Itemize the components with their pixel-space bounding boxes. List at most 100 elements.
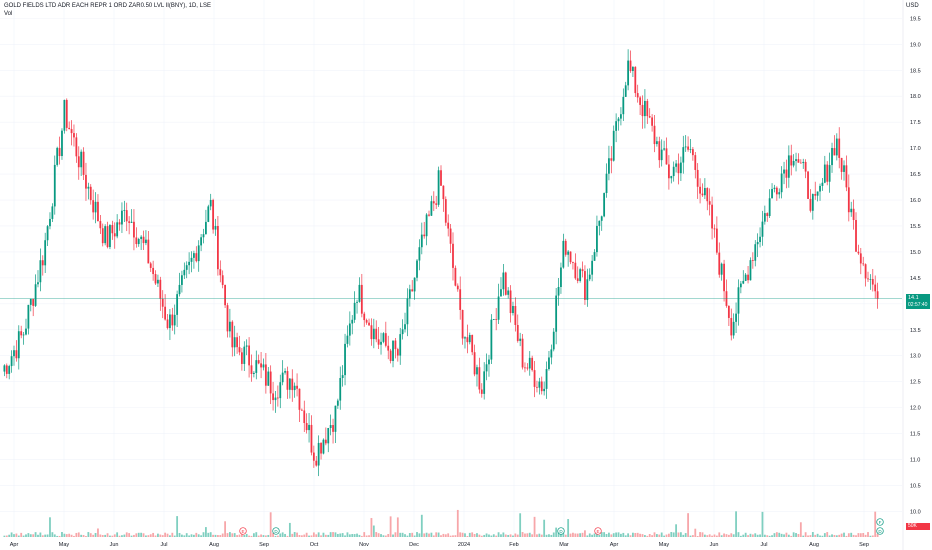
y-tick-label: 18.0 xyxy=(910,94,921,100)
candle-body xyxy=(867,278,869,280)
candle-body xyxy=(706,188,709,202)
volume-bar xyxy=(202,532,205,537)
volume-bar xyxy=(178,532,181,537)
candle-body xyxy=(562,240,565,268)
candle-body xyxy=(288,378,291,390)
volume-bar xyxy=(245,533,248,537)
candle-body xyxy=(730,317,733,336)
candle-body xyxy=(41,260,44,266)
volume-bar xyxy=(435,532,438,537)
volume-bar xyxy=(217,535,219,537)
volume-bar xyxy=(332,532,334,537)
candle-body xyxy=(864,264,867,279)
volume-bar xyxy=(159,534,162,537)
candle-body xyxy=(3,365,6,372)
volume-bar xyxy=(564,534,567,537)
volume-bar xyxy=(483,534,486,537)
volume-bar xyxy=(670,532,673,537)
volume-bar xyxy=(723,533,725,537)
volume-bar xyxy=(193,534,195,537)
candle-body xyxy=(56,147,59,165)
candle-body xyxy=(423,234,426,237)
candle-body xyxy=(478,367,481,390)
volume-bar xyxy=(322,532,325,537)
volume-bar xyxy=(440,535,442,537)
candle-body xyxy=(775,187,778,195)
candle-body xyxy=(356,301,358,303)
candle-body xyxy=(768,198,771,217)
candle-body xyxy=(723,263,725,292)
candle-body xyxy=(329,425,332,429)
volume-bar xyxy=(243,535,246,537)
candle-body xyxy=(591,260,594,275)
volume-bar xyxy=(874,511,877,537)
candle-body xyxy=(696,169,699,187)
candle-body xyxy=(399,334,402,356)
candle-body xyxy=(284,371,286,373)
volume-bar xyxy=(804,532,807,537)
volume-bar xyxy=(754,533,757,537)
candle-body xyxy=(276,397,279,399)
y-tick-label: 14.5 xyxy=(910,276,921,282)
candle-body xyxy=(413,277,416,292)
volume-bar xyxy=(629,535,632,537)
candle-body xyxy=(617,118,620,122)
volume-bar xyxy=(598,534,601,537)
candle-body xyxy=(816,191,819,196)
volume-bar xyxy=(727,534,730,537)
volume-bar xyxy=(3,535,6,537)
candle-body xyxy=(75,137,78,157)
volume-bar xyxy=(70,534,73,537)
volume-bar xyxy=(569,533,572,537)
volume-bar xyxy=(49,517,51,537)
candle-body xyxy=(574,262,577,279)
volume-bar xyxy=(106,533,109,537)
candle-body xyxy=(212,199,215,230)
volume-bar xyxy=(51,532,54,537)
volume-bar xyxy=(286,535,289,537)
volume-bar xyxy=(267,534,270,537)
candle-body xyxy=(627,60,630,86)
candle-body xyxy=(564,240,567,255)
candle-body xyxy=(401,329,404,335)
volume-bar xyxy=(725,534,728,537)
candle-body xyxy=(528,357,531,369)
volume-bar xyxy=(871,535,874,537)
event-marker-icon xyxy=(272,527,280,535)
candle-body xyxy=(178,284,181,295)
volume-bar xyxy=(461,532,464,537)
candle-body xyxy=(291,378,294,391)
volume-bar xyxy=(334,532,337,537)
x-tick-label: Aug xyxy=(209,542,219,548)
candle-body xyxy=(620,114,622,119)
candle-body xyxy=(874,284,877,292)
volume-bar xyxy=(737,532,740,537)
candle-body xyxy=(677,163,680,174)
volume-bar xyxy=(291,533,294,537)
volume-bar xyxy=(684,533,687,537)
volume-bar xyxy=(636,532,639,537)
volume-bar xyxy=(528,532,531,537)
volume-bar xyxy=(533,516,536,537)
volume-bar xyxy=(279,533,282,537)
volume-bar xyxy=(236,535,238,537)
volume-bar xyxy=(811,532,814,537)
volume-bar xyxy=(197,534,200,537)
candle-body xyxy=(89,186,92,201)
candle-body xyxy=(39,260,42,283)
candle-body xyxy=(202,234,205,238)
volume-bar xyxy=(682,534,685,537)
candle-body xyxy=(653,125,656,145)
candle-body xyxy=(46,226,49,241)
candle-body xyxy=(826,164,829,182)
volume-bar xyxy=(562,533,565,537)
event-marker-label: E xyxy=(241,529,244,534)
volume-bar xyxy=(744,532,747,537)
candle-body xyxy=(845,165,848,188)
candle-body xyxy=(428,214,430,216)
volume-bar xyxy=(838,534,841,537)
volume-bar xyxy=(353,534,356,537)
volume-bar xyxy=(560,533,562,537)
volume-bar xyxy=(411,532,414,537)
